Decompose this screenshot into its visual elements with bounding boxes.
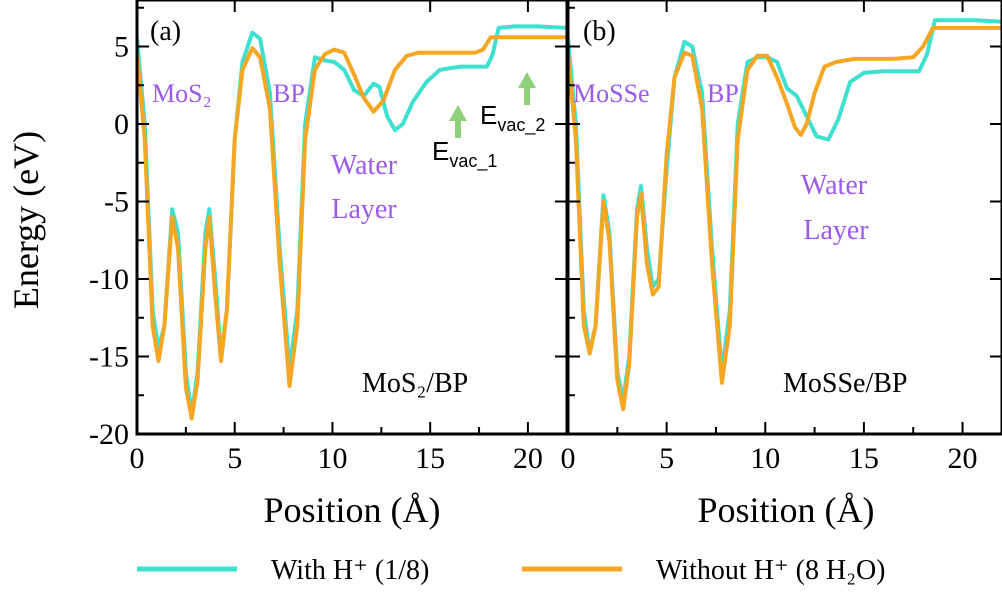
- y-tick-label: -20: [89, 418, 129, 451]
- bp-label-b: BP: [707, 79, 739, 108]
- x-axis-title-a: Position (Å): [263, 490, 440, 530]
- panel-b: 0 5 10 15 20: [561, 0, 1002, 475]
- x-tick-label: 10: [317, 442, 347, 475]
- mos2-label: MoS₂: [152, 79, 212, 108]
- y-tick-label: -5: [104, 186, 129, 219]
- series-line-without-h: [137, 35, 567, 421]
- panel-b-title: MoSSe/BP: [783, 368, 908, 399]
- y-axis-title: Energy (eV): [6, 131, 46, 309]
- legend-label-without-h: Without H⁺ (8 H₂O): [656, 555, 886, 586]
- evac1-arrow: [449, 105, 467, 138]
- bp-label-a: BP: [273, 79, 305, 108]
- legend: With H⁺ (1/8) Without H⁺ (8 H₂O): [137, 555, 886, 586]
- x-tick-label: 10: [750, 442, 780, 475]
- layer-label-a: Layer: [331, 194, 397, 225]
- series-line-without-h: [568, 25, 1002, 412]
- water-label-a: Water: [331, 150, 398, 181]
- mosse-label: MoSSe: [573, 79, 650, 108]
- evac2-label: Evac_2: [480, 100, 545, 136]
- x-tick-label: 0: [561, 442, 576, 475]
- x-tick-label: 5: [227, 442, 242, 475]
- evac2-arrow: [518, 72, 536, 105]
- plot-frame: [566, 0, 1002, 436]
- x-tick-label: 20: [948, 442, 978, 475]
- evac1-label: Evac_1: [432, 136, 497, 172]
- y-tick-label: 0: [114, 108, 129, 141]
- water-label-b: Water: [801, 170, 868, 201]
- legend-label-with-h: With H⁺ (1/8): [271, 555, 429, 586]
- y-tick-label: -15: [89, 341, 129, 374]
- panel-a-tag: (a): [150, 16, 181, 47]
- x-tick-label: 20: [513, 442, 543, 475]
- panel-a-title: MoS₂/BP: [362, 368, 468, 399]
- x-tick-label: 0: [130, 442, 145, 475]
- y-tick-label: -10: [89, 263, 129, 296]
- panel-b-tag: (b): [583, 16, 616, 47]
- series-line-with-h: [568, 18, 1002, 402]
- x-tick-label: 5: [659, 442, 674, 475]
- x-tick-label: 15: [415, 442, 445, 475]
- layer-label-b: Layer: [803, 215, 869, 246]
- panel-a: 0 5 10 15 20 5 0 -5 -10 -15 -20: [89, 0, 569, 475]
- x-axis-title-b: Position (Å): [697, 490, 874, 530]
- y-tick-label: 5: [114, 31, 129, 64]
- x-tick-label: 15: [849, 442, 879, 475]
